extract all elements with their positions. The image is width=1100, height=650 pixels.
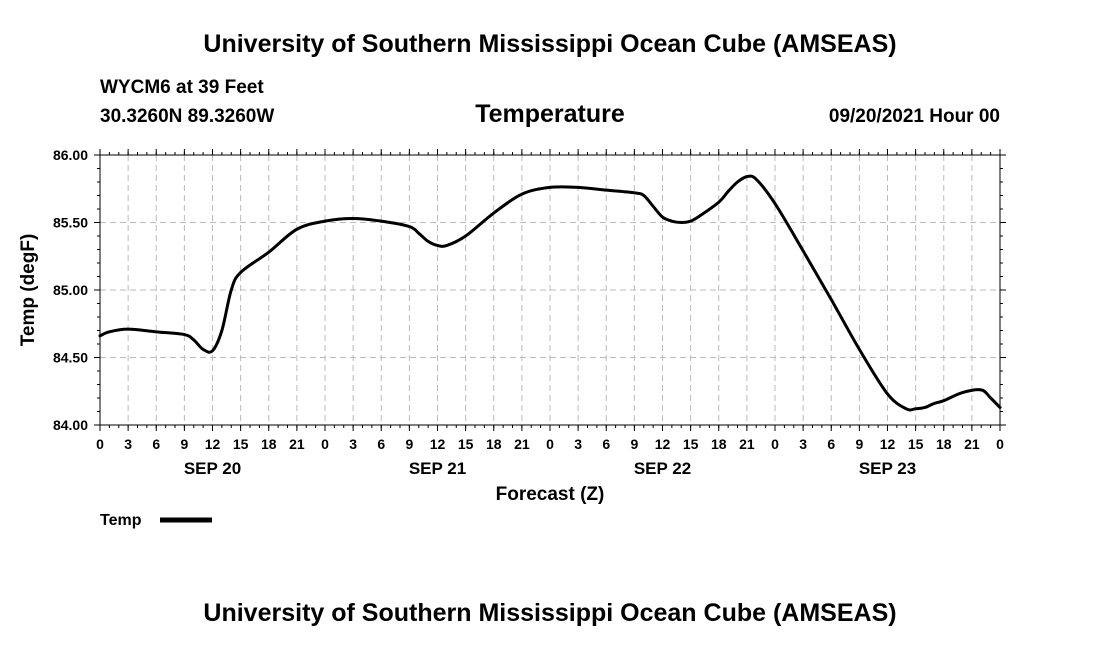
x-tick-label: 9 <box>630 436 638 452</box>
x-tick-label: 12 <box>880 436 896 452</box>
y-tick-label: 85.50 <box>53 215 88 231</box>
station-coordinates: 30.3260N 89.3260W <box>100 106 275 127</box>
x-tick-label: 18 <box>261 436 277 452</box>
x-tick-label: 9 <box>855 436 863 452</box>
y-axis: 84.00 84.50 85.00 85.50 86.00 <box>53 147 1006 433</box>
x-tick-label: 18 <box>936 436 952 452</box>
plot-frame <box>99 154 1001 426</box>
temp-series-line <box>98 174 1002 412</box>
x-tick-label: 15 <box>233 436 249 452</box>
x-tick-label: 6 <box>377 436 385 452</box>
x-tick-label: 18 <box>711 436 727 452</box>
x-tick-label: 21 <box>514 436 530 452</box>
x-tick-label: 15 <box>908 436 924 452</box>
x-tick-label: 0 <box>321 436 329 452</box>
x-tick-label: 3 <box>124 436 132 452</box>
x-tick-label: 9 <box>405 436 413 452</box>
x-tick-label: 0 <box>771 436 779 452</box>
x-tick-label: 15 <box>458 436 474 452</box>
forecast-datetime: 09/20/2021 Hour 00 <box>828 106 1000 127</box>
x-tick-label: 21 <box>739 436 755 452</box>
chart-title-bottom: University of Southern Mississippi Ocean… <box>203 599 897 627</box>
date-label: SEP 20 <box>184 459 241 478</box>
x-tick-label: 0 <box>996 436 1004 452</box>
grid-lines <box>100 155 1000 425</box>
x-tick-label: 9 <box>180 436 188 452</box>
x-tick-label: 12 <box>430 436 446 452</box>
date-labels: SEP 20 SEP 21 SEP 22 SEP 23 <box>184 459 916 478</box>
y-tick-label: 86.00 <box>53 147 88 163</box>
x-tick-label: 3 <box>349 436 357 452</box>
y-tick-label: 84.50 <box>53 350 88 366</box>
y-tick-label: 84.00 <box>53 417 88 433</box>
x-tick-label: 0 <box>546 436 554 452</box>
x-tick-label: 21 <box>289 436 305 452</box>
y-axis-label: Temp (degF) <box>18 234 39 347</box>
x-tick-label: 12 <box>205 436 221 452</box>
x-tick-label: 6 <box>827 436 835 452</box>
x-tick-label: 3 <box>799 436 807 452</box>
date-label: SEP 23 <box>859 459 916 478</box>
legend-label: Temp <box>100 512 142 529</box>
date-label: SEP 22 <box>634 459 691 478</box>
x-tick-label: 21 <box>964 436 980 452</box>
x-tick-label: 12 <box>655 436 671 452</box>
x-tick-label: 6 <box>152 436 160 452</box>
station-label: WYCM6 at 39 Feet <box>100 77 264 98</box>
x-axis: 0 3 6 9 12 15 18 21 0 3 6 9 12 15 18 21 0 3 6 9 12 15 18 21 0 3 6 9… <box>96 149 1004 452</box>
plot-title: Temperature <box>475 100 625 128</box>
x-axis-label: Forecast (Z) <box>496 484 605 505</box>
y-tick-label: 85.00 <box>53 282 88 298</box>
x-tick-label: 0 <box>96 436 104 452</box>
chart-title-top: University of Southern Mississippi Ocean… <box>203 30 897 58</box>
x-tick-label: 6 <box>602 436 610 452</box>
date-label: SEP 21 <box>409 459 466 478</box>
x-tick-label: 18 <box>486 436 502 452</box>
x-tick-label: 15 <box>683 436 699 452</box>
x-tick-label: 3 <box>574 436 582 452</box>
